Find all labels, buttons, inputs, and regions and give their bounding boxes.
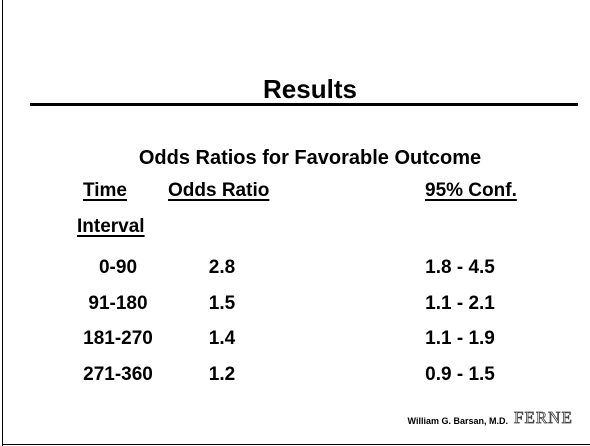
table-cell: 1.1 - 1.9 bbox=[425, 328, 495, 349]
table-cell: 181-270 bbox=[83, 328, 153, 349]
table-cell: 0.9 - 1.5 bbox=[425, 363, 495, 385]
table-cell: 1.1 - 2.1 bbox=[425, 292, 495, 314]
column-header: Time bbox=[83, 180, 128, 201]
column-header: Interval bbox=[77, 216, 145, 237]
table-cell: 271-360 bbox=[83, 363, 153, 385]
table-cell: 1.8 - 4.5 bbox=[425, 257, 495, 278]
table-cell: 1.5 bbox=[208, 292, 236, 314]
column-header: 95% Conf. bbox=[425, 180, 517, 201]
table-cell: 2.8 bbox=[208, 257, 236, 278]
logo: FERNE bbox=[514, 408, 573, 428]
table-cell: 91-180 bbox=[88, 292, 148, 314]
table-cell: 1.4 bbox=[208, 328, 236, 349]
subtitle: Odds Ratios for Favorable Outcome bbox=[138, 147, 482, 169]
left-border bbox=[2, 0, 3, 446]
column-header: Odds Ratio bbox=[168, 180, 270, 201]
table-cell: 1.2 bbox=[208, 363, 236, 385]
table-cell: 0-90 bbox=[98, 257, 138, 278]
bottom-border bbox=[2, 444, 590, 445]
title-rule bbox=[30, 103, 578, 106]
title: Results bbox=[263, 74, 357, 104]
author: William G. Barsan, M.D. bbox=[407, 416, 508, 426]
